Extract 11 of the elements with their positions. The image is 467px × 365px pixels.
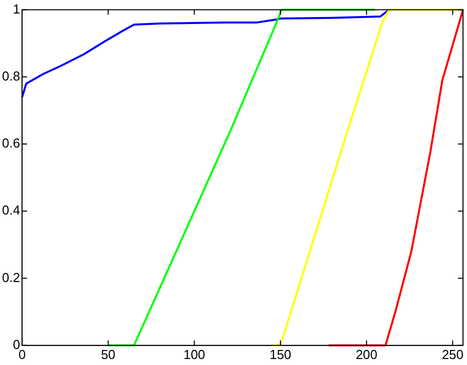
y-tick-label: 0.2 xyxy=(2,270,20,285)
x-tick-label: 150 xyxy=(270,346,292,362)
y-tick-label: 0.8 xyxy=(2,68,20,84)
y-tick-label: 0 xyxy=(12,336,20,352)
y-tick-label: 1 xyxy=(12,1,20,16)
y-tick-label: 0.4 xyxy=(2,202,20,218)
y-tick-label: 0.6 xyxy=(2,136,20,151)
x-tick-label: 50 xyxy=(100,346,116,362)
x-tick-label: 100 xyxy=(183,346,206,362)
x-tick-label: 250 xyxy=(442,346,464,362)
x-tick-label: 200 xyxy=(356,346,378,362)
